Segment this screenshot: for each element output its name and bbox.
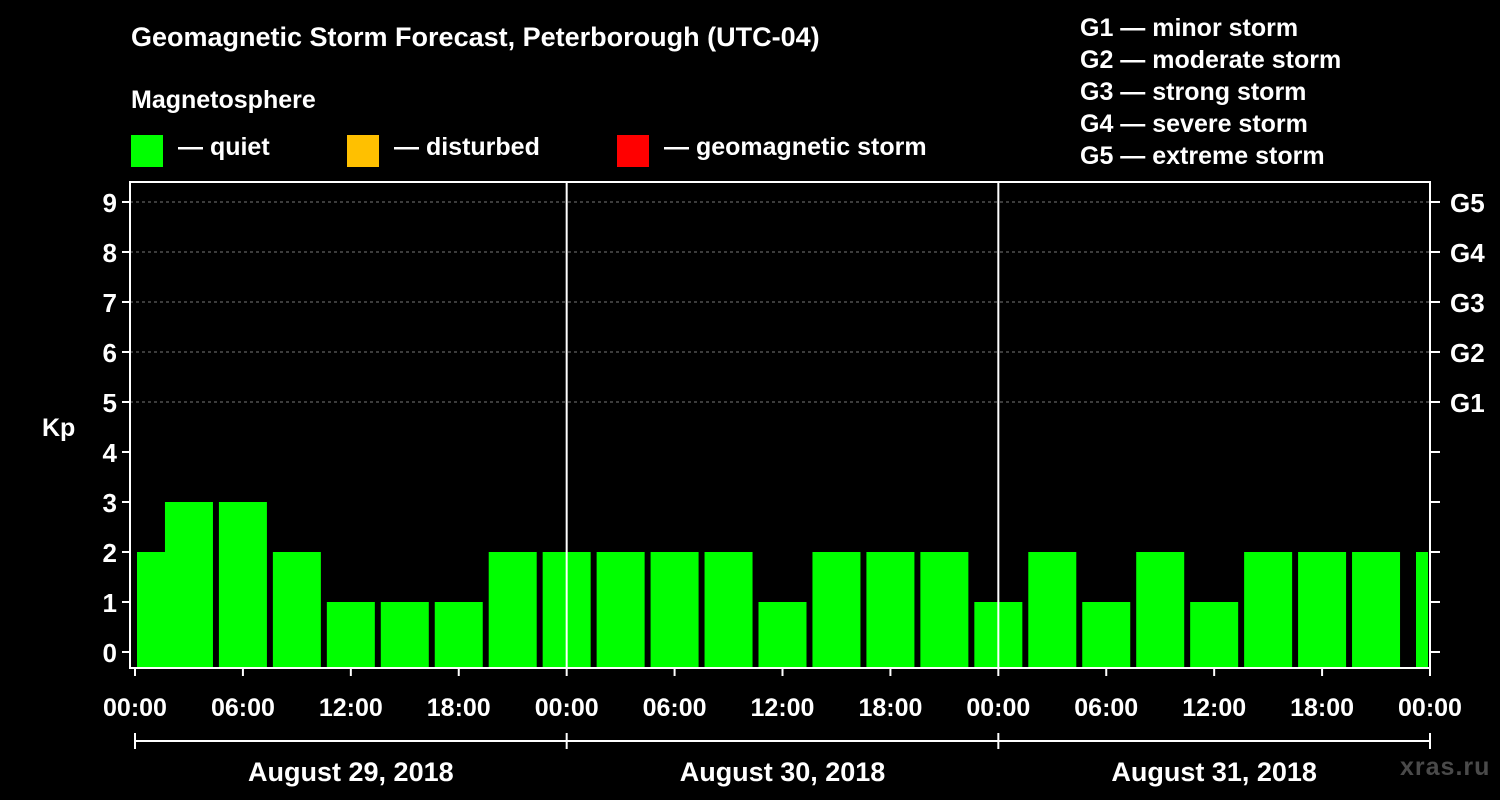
x-tick-label: 00:00 (966, 694, 1030, 722)
date-label: August 30, 2018 (680, 757, 886, 787)
date-label: August 29, 2018 (248, 757, 454, 787)
kp-bar (1082, 602, 1131, 668)
y-tick-label: 4 (103, 438, 118, 468)
scale-g1: G1 — minor storm (1080, 14, 1299, 42)
right-axis-label: G4 (1450, 238, 1485, 268)
kp-bar (1028, 552, 1077, 668)
watermark: xras.ru (1400, 753, 1491, 781)
x-tick-label: 18:00 (858, 694, 922, 722)
kp-bar (326, 602, 375, 668)
kp-bar (596, 552, 645, 668)
x-tick-label: 18:00 (1290, 694, 1354, 722)
right-axis-label: G3 (1450, 288, 1485, 318)
legend-label-quiet: — quiet (178, 133, 270, 161)
y-axis-label: Kp (42, 414, 76, 442)
kp-bar (434, 602, 483, 668)
scale-g4: G4 — severe storm (1080, 110, 1308, 138)
y-tick-label: 2 (103, 538, 117, 568)
x-tick-label: 12:00 (319, 694, 383, 722)
legend-label-storm: — geomagnetic storm (664, 133, 927, 161)
chart-title: Geomagnetic Storm Forecast, Peterborough… (131, 22, 820, 52)
kp-bar (650, 552, 699, 668)
kp-bar (812, 552, 861, 668)
x-tick-label: 00:00 (535, 694, 599, 722)
kp-bar (1190, 602, 1239, 668)
x-tick-label: 00:00 (103, 694, 167, 722)
x-tick-label: 12:00 (1182, 694, 1246, 722)
right-axis-label: G1 (1450, 388, 1485, 418)
kp-bar (866, 552, 915, 668)
kp-bar (488, 552, 537, 668)
y-tick-label: 1 (103, 588, 117, 618)
date-label: August 31, 2018 (1111, 757, 1317, 787)
scale-g2: G2 — moderate storm (1080, 46, 1342, 74)
legend-swatch-storm (617, 135, 649, 167)
kp-bar (380, 602, 429, 668)
x-tick-label: 06:00 (211, 694, 275, 722)
kp-bar (704, 552, 753, 668)
y-tick-label: 0 (103, 638, 117, 668)
kp-bar (218, 502, 267, 668)
kp-bar (920, 552, 969, 668)
kp-bar (1244, 552, 1293, 668)
legend-swatch-disturbed (347, 135, 379, 167)
y-tick-label: 6 (103, 338, 117, 368)
scale-g5: G5 — extreme storm (1080, 142, 1325, 170)
y-tick-label: 3 (103, 488, 117, 518)
x-tick-label: 18:00 (427, 694, 491, 722)
y-tick-label: 5 (103, 388, 117, 418)
right-axis-label: G2 (1450, 338, 1485, 368)
legend-swatch-quiet (131, 135, 163, 167)
x-tick-label: 06:00 (1074, 694, 1138, 722)
kp-bar (758, 602, 807, 668)
kp-bar (1352, 552, 1401, 668)
right-axis-label: G5 (1450, 188, 1485, 218)
legend-label-disturbed: — disturbed (394, 133, 540, 161)
y-tick-label: 9 (103, 188, 117, 218)
plot-frame (129, 181, 1431, 669)
x-tick-label: 12:00 (751, 694, 815, 722)
kp-bar (1298, 552, 1347, 668)
x-tick-label: 06:00 (643, 694, 707, 722)
legend-subtitle: Magnetosphere (131, 86, 316, 114)
kp-bar (1416, 552, 1428, 668)
y-tick-label: 7 (103, 288, 117, 318)
x-tick-label: 00:00 (1398, 694, 1462, 722)
kp-bar (164, 502, 213, 668)
y-tick-label: 8 (103, 238, 117, 268)
kp-bar (272, 552, 321, 668)
kp-bar (137, 552, 168, 668)
kp-bar (1136, 552, 1185, 668)
scale-g3: G3 — strong storm (1080, 78, 1307, 106)
